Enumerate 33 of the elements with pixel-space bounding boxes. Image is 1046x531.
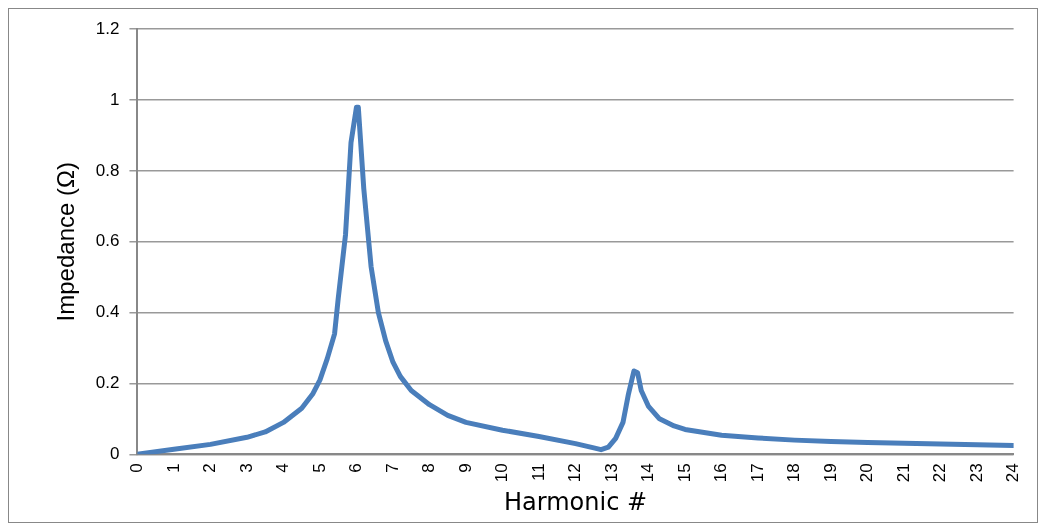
x-tick-label: 11 <box>528 463 548 481</box>
x-tick-label: 12 <box>565 463 585 483</box>
y-tick-label: 0.4 <box>95 302 120 322</box>
x-tick-label: 19 <box>820 463 840 483</box>
x-tick-label: 16 <box>711 463 731 483</box>
x-tick-label: 1 <box>163 463 183 473</box>
x-tick-label: 7 <box>382 463 402 473</box>
x-axis-title: Harmonic # <box>503 487 648 516</box>
x-tick-label: 13 <box>601 463 621 483</box>
x-tick-label: 24 <box>1003 463 1023 483</box>
x-tick-label: 18 <box>784 463 804 483</box>
y-tick-label: 1 <box>109 89 120 109</box>
x-tick-label: 21 <box>893 463 913 483</box>
x-tick-label: 4 <box>273 463 293 473</box>
x-tick-label: 10 <box>492 463 512 483</box>
y-tick-label: 0.2 <box>95 373 120 393</box>
x-tick-label: 17 <box>747 463 767 483</box>
y-axis-title: Impedance (Ω) <box>52 162 80 322</box>
x-tick-label: 2 <box>200 463 220 473</box>
y-tick-label: 1.2 <box>95 18 120 38</box>
y-tick-label: 0.6 <box>95 231 120 251</box>
x-tick-label: 6 <box>346 463 366 473</box>
x-tick-label: 22 <box>930 463 950 483</box>
x-tick-label: 9 <box>455 463 475 473</box>
x-tick-label: 14 <box>638 463 658 483</box>
x-tick-label: 23 <box>966 463 986 483</box>
x-tick-label: 20 <box>857 463 877 483</box>
x-tick-label: 8 <box>419 463 439 473</box>
x-tick-label: 5 <box>309 463 329 473</box>
x-tick-label: 15 <box>674 463 694 483</box>
y-tick-label: 0.8 <box>95 160 120 180</box>
x-tick-label: 0 <box>127 463 147 473</box>
x-tick-label: 3 <box>236 463 256 473</box>
